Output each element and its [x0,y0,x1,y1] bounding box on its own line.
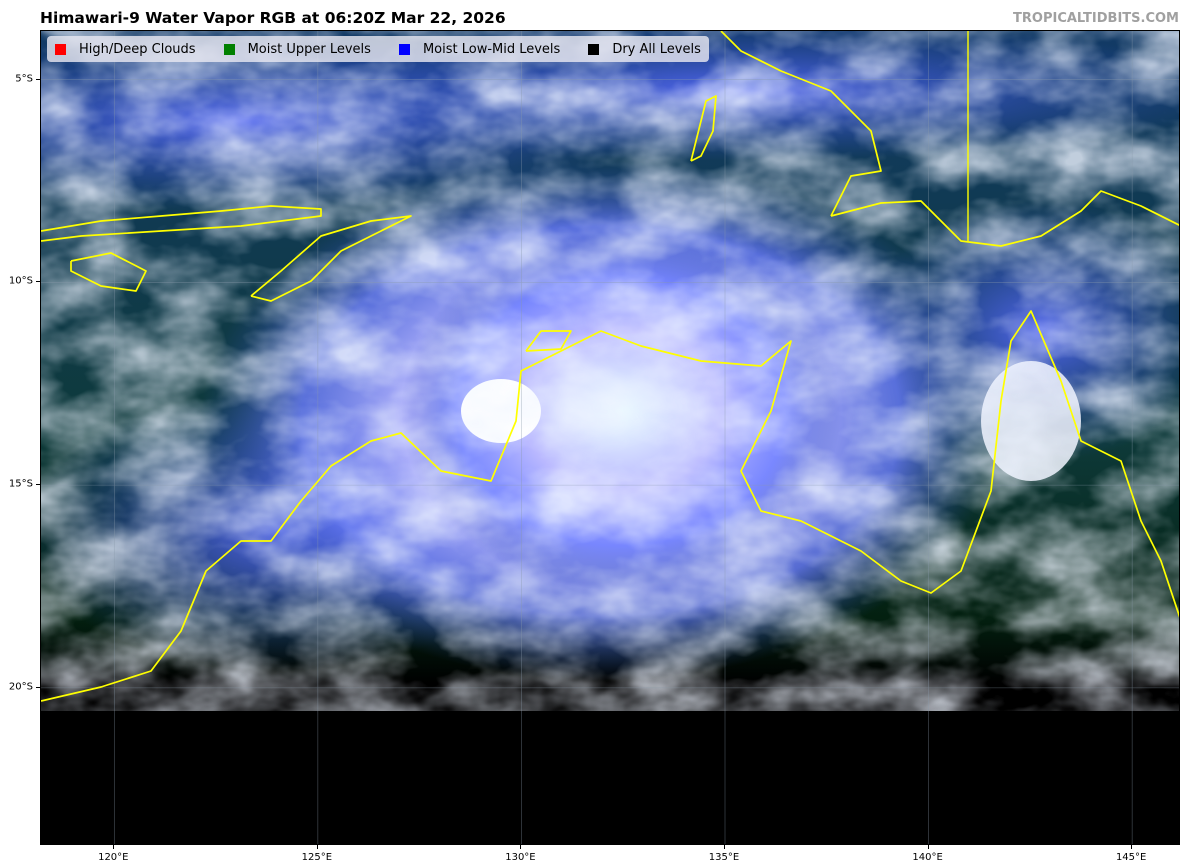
x-tick-mark [520,845,522,849]
y-tick-mark [36,686,40,688]
x-tick-label: 135°E [708,852,740,863]
x-tick-mark [113,845,115,849]
x-tick-label: 125°E [301,852,333,863]
legend-item-moist-low-mid-levels: Moist Low-Mid Levels [398,41,561,57]
legend-label: Moist Upper Levels [247,41,371,57]
y-tick-label: 20°S [8,681,33,693]
legend-item-high-deep-clouds: High/Deep Clouds [55,42,196,57]
x-tick-label: 130°E [505,852,536,863]
y-tick-mark [36,484,40,486]
chart-title: Himawari-9 Water Vapor RGB at 06:20Z Mar… [40,9,506,27]
x-tick-mark [1131,845,1133,849]
y-tick-label: 15°S [8,478,33,490]
y-tick-label: 10°S [8,275,33,287]
tanimbar-coastline [690,95,717,162]
melville-island-coastline [525,330,572,352]
x-tick-mark [316,845,318,849]
new-guinea-south-coastline [830,190,1179,247]
x-tick-label: 145°E [1115,852,1147,863]
lesser-sunda-coastline [41,205,322,242]
legend-swatch [588,43,600,55]
satellite-imagery [41,31,1179,844]
timor-coastline [250,215,412,302]
new-guinea-coastline [720,31,882,217]
y-tick-mark [36,78,40,80]
x-tick-mark [927,845,929,849]
legend-swatch [55,43,66,55]
x-tick-label: 140°E [912,852,943,863]
legend-item-moist-upper-levels: Moist Upper Levels [223,41,371,57]
x-tick-label: 120°E [98,852,129,863]
credit-watermark: TROPICALTIDBITS.COM [1013,11,1179,26]
satellite-map[interactable] [40,30,1180,845]
legend-item-dry-all-levels: Dry All Levels [588,42,701,57]
legend-swatch [223,43,235,55]
y-tick-mark [36,281,40,283]
australia-coastline [41,310,1179,702]
y-tick-label: 5°S [15,73,33,85]
legend: High/Deep Clouds Moist Upper Levels Mois… [47,36,709,62]
legend-swatch [398,43,410,55]
sumba-coastline [70,252,147,292]
legend-label: Dry All Levels [612,41,701,57]
x-tick-mark [724,845,725,849]
legend-label: High/Deep Clouds [79,41,196,57]
legend-label: Moist Low-Mid Levels [422,41,561,57]
